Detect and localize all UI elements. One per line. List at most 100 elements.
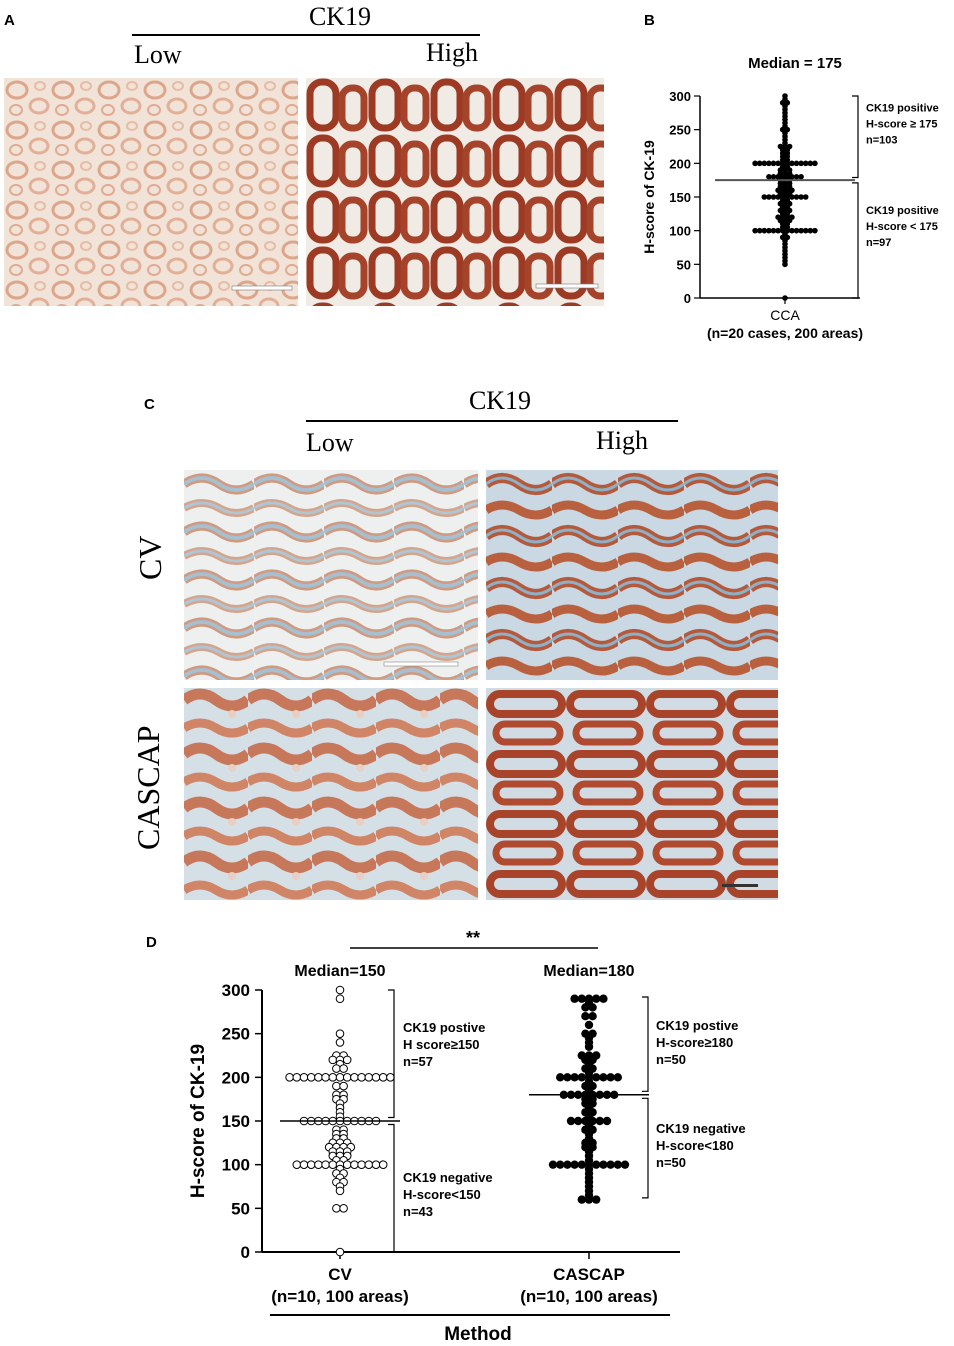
chart-d-annotation-cv-lower: CK19 negative xyxy=(403,1170,493,1185)
chart-b-point xyxy=(807,160,814,167)
chart-b-point xyxy=(812,160,818,167)
chart-d-point xyxy=(335,1073,345,1082)
chart-b-point xyxy=(798,194,804,200)
chart-b-annotation-upper: CK19 positive xyxy=(866,102,939,114)
chart-d-point xyxy=(335,1029,345,1038)
chart-d-point xyxy=(332,1204,341,1213)
chart-d-category-label: CASCAP xyxy=(553,1265,625,1284)
chart-d-point xyxy=(602,1116,612,1126)
chart-d-point xyxy=(588,1003,597,1012)
chart-b-point xyxy=(789,160,795,167)
chart-d-annotation-cv-lower: n=43 xyxy=(403,1204,433,1219)
panel-c-row-cv: CV xyxy=(132,535,168,580)
chart-d-point xyxy=(299,1160,309,1169)
chart-d-point xyxy=(613,1160,622,1169)
chart-d-ytick-label: 100 xyxy=(222,1156,250,1175)
panel-c-high-label: High xyxy=(596,426,648,455)
chart-b-point xyxy=(789,227,795,234)
chart-d-point xyxy=(584,1042,594,1051)
chart-d-point xyxy=(328,1055,338,1065)
chart-d-point xyxy=(556,1073,565,1082)
chart-d-point xyxy=(328,1073,338,1082)
panel-a-marker: CK19 xyxy=(308,2,372,31)
chart-d-point xyxy=(342,1055,352,1065)
chart-d-point xyxy=(588,1012,597,1021)
chart-d-bracket-cascap-lower xyxy=(642,1097,649,1199)
chart-d-point xyxy=(321,1073,330,1082)
chart-b-point xyxy=(802,227,809,234)
chart-d-point xyxy=(378,1160,388,1169)
chart-d-ytick-label: 0 xyxy=(241,1243,250,1262)
chart-d-point xyxy=(386,1073,395,1082)
chart-d-point xyxy=(581,1003,590,1012)
chart-b-point xyxy=(766,194,772,200)
chart-b-point xyxy=(802,160,809,167)
chart-b-point xyxy=(761,194,768,200)
chart-b-point xyxy=(766,160,772,167)
chart-b-point xyxy=(793,160,800,167)
chart-d-point xyxy=(577,994,586,1003)
chart-d-point xyxy=(350,1160,359,1169)
chart-d-ylabel: H-score of CK-19 xyxy=(188,1044,209,1198)
chart-b-point xyxy=(775,160,781,167)
chart-d-ytick-label: 300 xyxy=(222,981,250,1000)
chart-b-ytick-label: 100 xyxy=(669,224,691,239)
chart-b-point xyxy=(807,227,814,234)
panel-c-marker-line xyxy=(306,420,678,422)
panel-label-c: C xyxy=(144,396,155,413)
chart-d-significance: ** xyxy=(466,928,480,948)
chart-d-median-label: Median=150 xyxy=(294,963,385,980)
panel-a-high-label: High xyxy=(426,38,478,67)
micrograph-c-cv-low xyxy=(184,470,478,680)
chart-d-point xyxy=(563,1160,572,1169)
chart-b-point xyxy=(782,261,788,268)
chart-d-point xyxy=(342,1160,352,1169)
chart-d-point xyxy=(595,1116,604,1126)
chart-d-point xyxy=(592,1160,601,1169)
chart-d-median-label: Median=180 xyxy=(543,963,634,980)
chart-b-point xyxy=(756,227,763,234)
chart-d-category-subtitle: (n=10, 100 areas) xyxy=(271,1287,409,1306)
micrograph-c-cascap-high xyxy=(486,688,778,900)
chart-d-point xyxy=(357,1073,366,1082)
chart-d-bracket-cascap-upper xyxy=(642,996,649,1092)
chart-d-point xyxy=(584,1195,594,1204)
chart-b-category-subtitle: (n=20 cases, 200 areas) xyxy=(707,325,863,341)
panel-c-row-cascap: CASCAP xyxy=(130,725,166,851)
chart-d-point xyxy=(335,1038,345,1047)
chart-b-point xyxy=(802,194,809,200)
micrograph-c-cv-high xyxy=(486,470,778,680)
chart-d-point xyxy=(581,1012,590,1021)
chart-d-point xyxy=(584,1020,594,1030)
chart-d-point xyxy=(378,1073,388,1082)
chart-d-point xyxy=(371,1160,381,1169)
chart-d-point xyxy=(339,1064,348,1073)
chart-b-title: Median = 175 xyxy=(748,55,842,72)
panel-c-low-label: Low xyxy=(306,428,354,457)
chart-d-point xyxy=(299,1073,309,1082)
chart-d-point xyxy=(599,1160,608,1169)
chart-b-annotation-upper: H-score ≥ 175 xyxy=(866,118,937,130)
chart-b-ytick-label: 300 xyxy=(669,89,691,104)
micrograph-a-low xyxy=(4,78,298,306)
chart-b-ytick-label: 0 xyxy=(684,291,691,306)
chart-d-point xyxy=(577,1195,586,1204)
chart-b-ytick-label: 250 xyxy=(669,123,691,138)
chart-b-point xyxy=(752,227,758,234)
chart-b-ytick-label: 200 xyxy=(669,156,691,171)
chart-b-point xyxy=(766,227,772,234)
chart-d-point xyxy=(570,1160,579,1169)
chart-d-point xyxy=(292,1073,302,1082)
chart-b-category-label: CCA xyxy=(770,307,800,323)
chart-d-point xyxy=(292,1160,302,1169)
chart-d-point xyxy=(556,1160,565,1169)
chart-b-point xyxy=(782,295,788,301)
chart-d-point xyxy=(339,1081,348,1091)
chart-d-point xyxy=(606,1160,615,1169)
chart-d-point xyxy=(342,1073,352,1082)
chart-b-point xyxy=(752,160,758,167)
chart-d-point xyxy=(285,1073,294,1082)
chart-d-point xyxy=(371,1073,381,1082)
chart-d-point xyxy=(332,1081,341,1091)
chart-b-point xyxy=(793,174,800,180)
